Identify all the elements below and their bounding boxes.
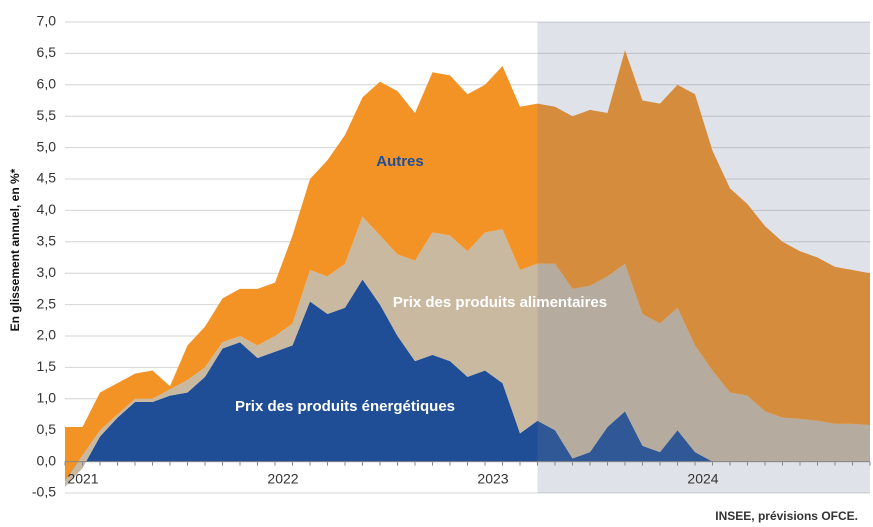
y-tick-label: -0,5 — [32, 484, 56, 500]
y-tick-label: 6,0 — [37, 76, 57, 92]
y-tick-label: 4,0 — [37, 201, 57, 217]
y-tick-label: 2,5 — [37, 295, 57, 311]
y-tick-label: 4,5 — [37, 170, 57, 186]
area — [65, 279, 870, 487]
y-tick-label: 5,0 — [37, 138, 57, 154]
x-tick-label: 2021 — [67, 470, 98, 486]
y-tick-label: 3,0 — [37, 264, 57, 280]
area — [65, 216, 870, 487]
y-tick-label: 0,0 — [37, 452, 57, 468]
x-tick-label: 2023 — [477, 470, 508, 486]
y-tick-label: 6,5 — [37, 44, 57, 60]
series-label: Prix des produits énergétiques — [235, 398, 455, 415]
y-tick-label: 3,5 — [37, 233, 57, 249]
y-tick-label: 2,0 — [37, 327, 57, 343]
source: INSEE, prévisions OFCE. — [715, 509, 858, 523]
y-axis-label: En glissement annuel, en %* — [8, 168, 22, 331]
x-tick-label: 2024 — [687, 470, 718, 486]
series-label: Prix des produits alimentaires — [393, 294, 607, 311]
area — [65, 50, 870, 481]
forecast-shade — [537, 22, 870, 493]
y-tick-label: 1,5 — [37, 358, 57, 374]
y-tick-label: 7,0 — [37, 13, 57, 29]
y-tick-label: 5,5 — [37, 107, 57, 123]
series-label: Autres — [376, 153, 424, 170]
x-tick-label: 2022 — [267, 470, 298, 486]
y-tick-label: 0,5 — [37, 421, 57, 437]
y-tick-label: 1,0 — [37, 390, 57, 406]
